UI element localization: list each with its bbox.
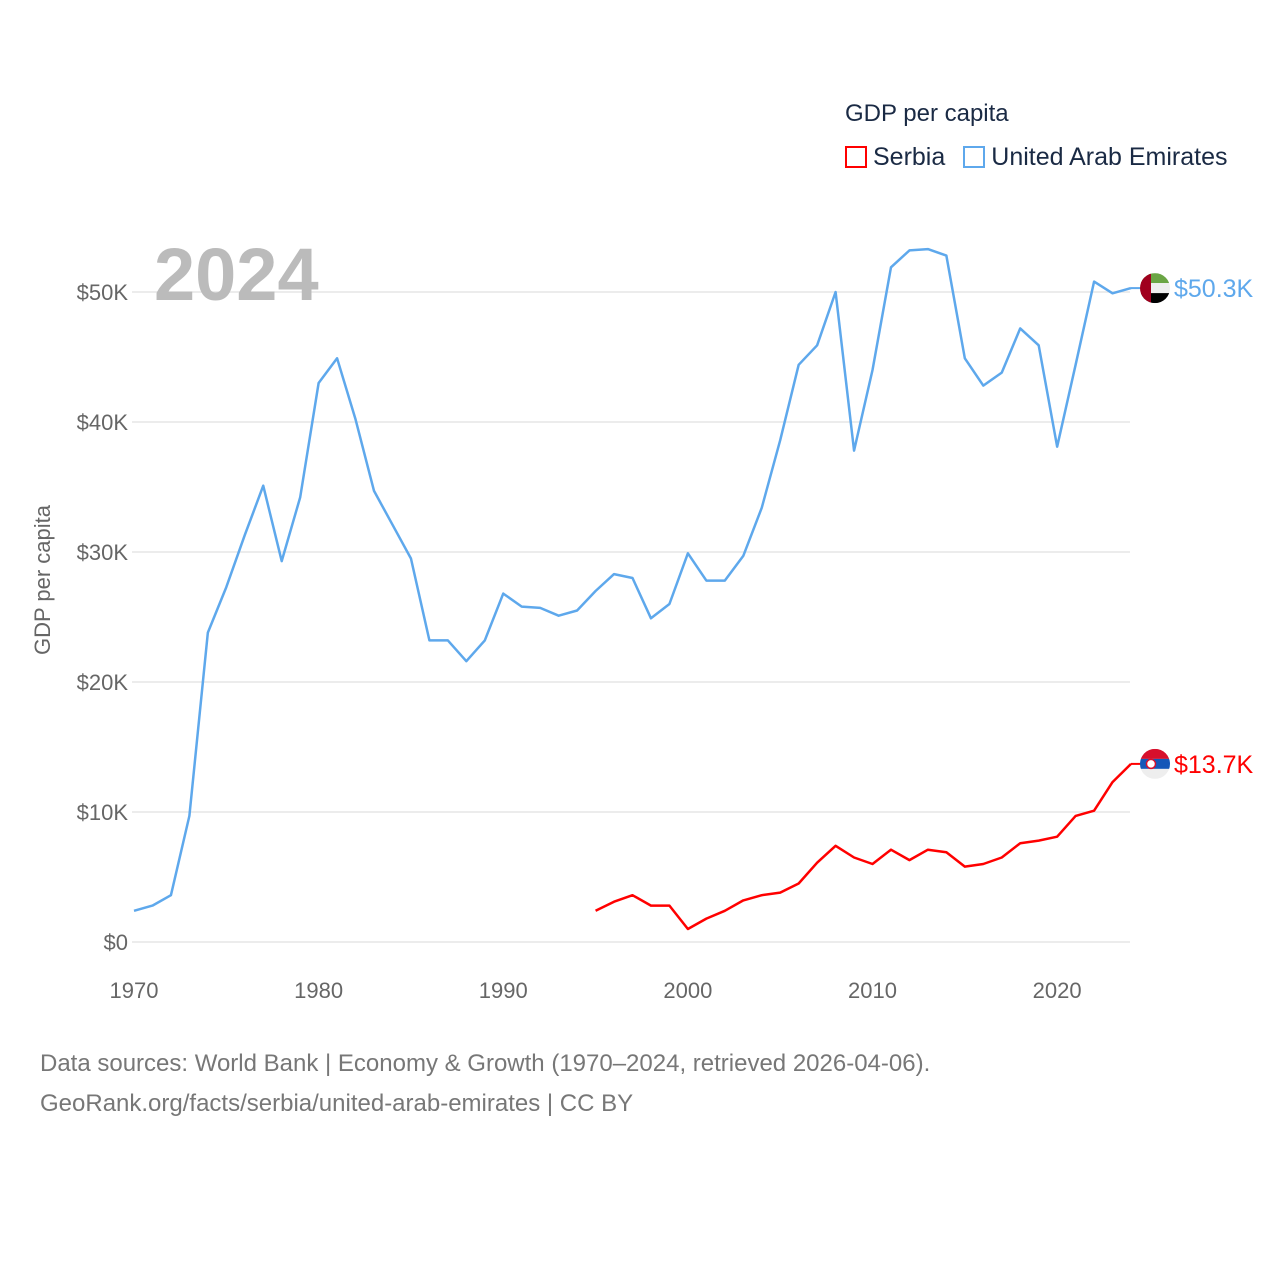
y-tick-label: $20K	[77, 670, 129, 695]
legend-item-serbia[interactable]: Serbia	[845, 142, 945, 172]
x-tick-label: 1970	[110, 978, 159, 1003]
y-tick-label: $50K	[77, 280, 129, 305]
y-tick-label: $40K	[77, 410, 129, 435]
legend-swatch-uae	[963, 146, 986, 168]
serbia-flag-icon	[1140, 748, 1170, 779]
end-value-label: $13.7K	[1174, 751, 1254, 779]
legend-label-uae: United Arab Emirates	[991, 143, 1228, 171]
chart: $0 $10K $20K $30K $40K $50K 1970 1980 1990 2000 20…	[30, 233, 1254, 1003]
x-tick-label: 2020	[1033, 978, 1082, 1003]
legend-title: GDP per capita	[845, 100, 1009, 127]
legend: Serbia United Arab Emirates	[845, 142, 1245, 172]
x-tick-label: 1980	[294, 978, 343, 1003]
x-tick-label: 2000	[663, 978, 712, 1003]
series-line-serbia	[595, 763, 1132, 931]
legend-label-serbia: Serbia	[873, 143, 946, 171]
source-note: Data sources: World Bank | Economy & Gro…	[40, 1044, 930, 1124]
legend-item-uae[interactable]: United Arab Emirates	[963, 142, 1227, 172]
y-tick-label: $0	[104, 930, 128, 955]
y-tick-label: $10K	[77, 800, 129, 825]
source-line-2[interactable]: GeoRank.org/facts/serbia/united-arab-emi…	[40, 1090, 634, 1117]
end-value-label: $50.3K	[1174, 275, 1254, 303]
y-tick-label: $30K	[77, 540, 129, 565]
series-line-uae	[133, 247, 1132, 913]
source-line-1: Data sources: World Bank | Economy & Gro…	[40, 1050, 931, 1077]
year-label: 2024	[154, 233, 319, 316]
x-tick-label: 1990	[479, 978, 528, 1003]
legend-swatch-serbia	[845, 146, 867, 168]
uae-flag-icon	[1140, 273, 1170, 304]
x-tick-label: 2010	[848, 978, 897, 1003]
y-axis-label: GDP per capita	[30, 504, 55, 655]
